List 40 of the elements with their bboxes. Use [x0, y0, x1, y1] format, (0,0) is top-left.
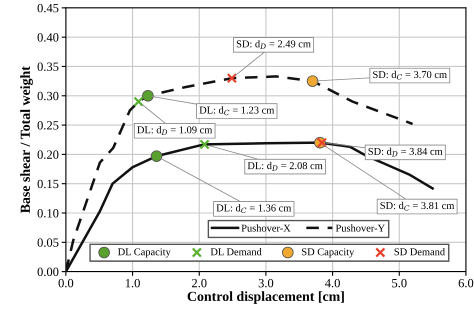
annotation: DL: d$_{C}$ = 1.36 cm	[216, 204, 292, 214]
annotation: SD: d$_{C}$ = 3.81 cm	[380, 202, 454, 211]
annotation: SD: d$_{D}$ = 2.49 cm	[236, 40, 311, 49]
x-tick-label: 3.0	[258, 278, 274, 288]
point	[199, 139, 210, 150]
y-tick-label: 0.05	[38, 238, 58, 247]
y-tick-label: 0.30	[38, 92, 58, 100]
legend-label: Pushover-X	[241, 224, 291, 232]
legend-label: DL Capacity	[118, 248, 171, 258]
y-tick-label: 0.20	[38, 150, 58, 159]
x-tick-label: 4.0	[325, 278, 340, 288]
point	[150, 150, 162, 162]
x-tick-label: 5.0	[392, 278, 407, 288]
y-tick-label: 0.35	[38, 62, 58, 71]
legend-label: SD Capacity	[302, 248, 354, 258]
legend-label: Pushover-Y	[336, 224, 385, 232]
x-axis-title: Control displacement [cm]	[188, 291, 344, 304]
y-tick-label: 0.40	[38, 33, 58, 42]
y-axis-title: Base shear / Total weight	[20, 66, 33, 214]
point	[133, 96, 144, 107]
x-tick-label: 6.0	[458, 278, 474, 288]
annotation: DL: d$_{D}$ = 1.09 cm	[137, 126, 212, 135]
x-tick-label: 0.0	[58, 278, 74, 288]
y-tick-label: 0.15	[38, 180, 58, 188]
annotation: SD: d$_{C}$ = 3.70 cm	[373, 70, 447, 80]
x-tick-label: 2.0	[192, 278, 207, 288]
annotation: SD: d$_{D}$ = 3.84 cm	[368, 148, 443, 156]
legend-label: SD Demand	[394, 248, 445, 256]
y-tick-label: 0.45	[38, 4, 58, 12]
point	[306, 75, 318, 87]
annotation: DL: d$_{D}$ = 2.08 cm	[248, 162, 323, 171]
point	[316, 138, 328, 148]
legend-label: DL Demand	[210, 248, 262, 256]
x-tick-label: 1.0	[126, 278, 140, 288]
point	[226, 73, 238, 84]
y-tick-label: 0.00	[38, 268, 58, 276]
point	[142, 90, 154, 102]
annotation: DL: d$_{C}$ = 1.23 cm	[199, 106, 274, 116]
y-tick-label: 0.10	[38, 209, 58, 218]
y-tick-label: 0.25	[38, 121, 58, 130]
